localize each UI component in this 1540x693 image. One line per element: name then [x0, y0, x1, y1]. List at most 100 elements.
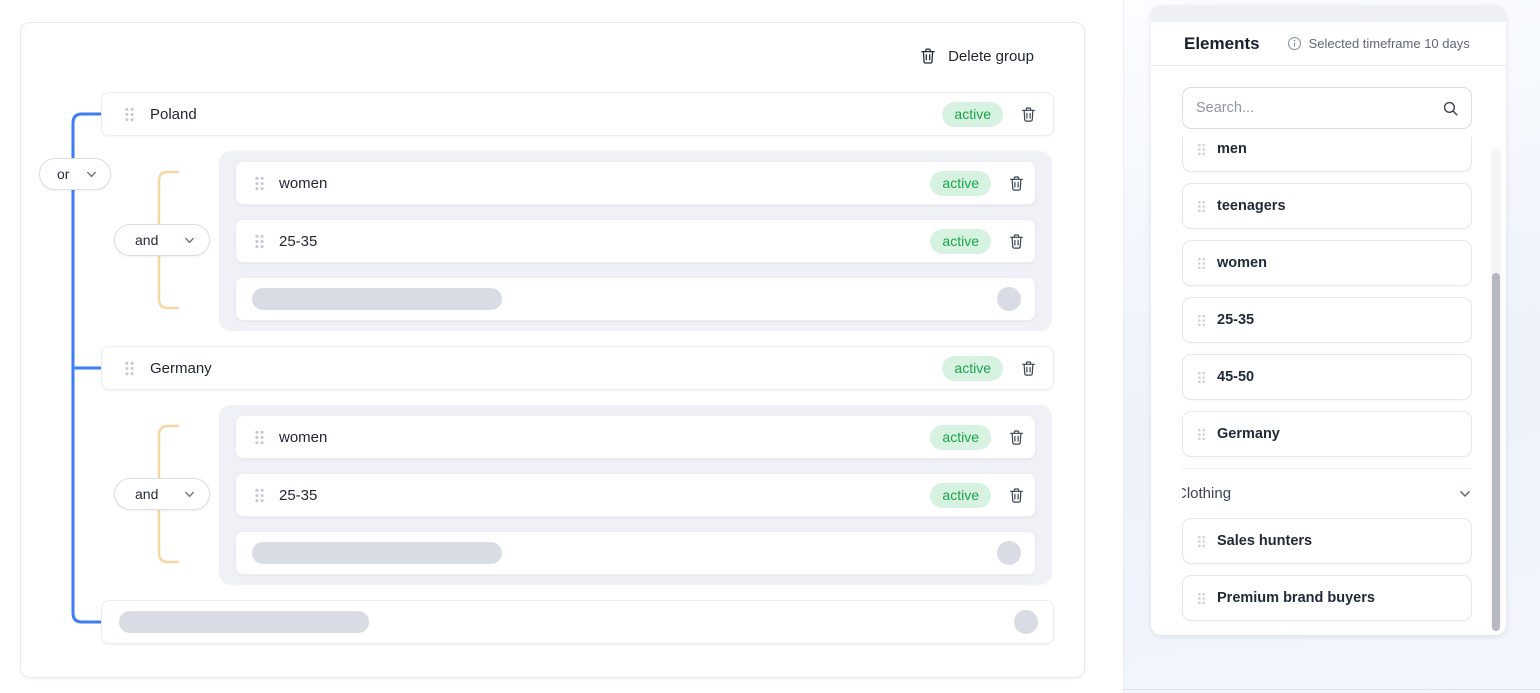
panel-title: Elements — [1184, 33, 1260, 53]
drag-handle-icon[interactable] — [1197, 535, 1206, 548]
trash-icon — [1020, 106, 1037, 123]
delete-group-button[interactable]: Delete group — [919, 47, 1034, 65]
element-label: Sales hunters — [1217, 533, 1313, 549]
element-item-germany[interactable]: Germany — [1182, 411, 1472, 457]
status-badge: active — [930, 170, 991, 196]
search-input[interactable] — [1182, 87, 1472, 129]
operator-label: or — [57, 166, 70, 182]
skeleton-drop-row[interactable] — [235, 277, 1036, 321]
condition-row-25-35[interactable]: 25-35 active — [235, 473, 1036, 517]
section-header-clothing[interactable]: Clothing — [1182, 469, 1472, 518]
delete-condition-button[interactable] — [1008, 429, 1025, 446]
section-label: Clothing — [1182, 485, 1232, 502]
section-divider — [1182, 468, 1472, 469]
element-item-45-50[interactable]: 45-50 — [1182, 354, 1472, 400]
skeleton-placeholder — [252, 288, 502, 310]
condition-row-poland[interactable]: Poland active — [101, 92, 1054, 136]
drag-handle-icon[interactable] — [254, 488, 265, 503]
delete-condition-button[interactable] — [1008, 487, 1025, 504]
trash-icon — [1008, 233, 1025, 250]
status-badge: active — [930, 482, 991, 508]
info-icon — [1287, 36, 1302, 51]
group-operator-dropdown[interactable]: and — [114, 478, 210, 510]
search-box — [1182, 87, 1472, 129]
chevron-down-icon — [85, 168, 98, 181]
skeleton-drop-row[interactable] — [235, 531, 1036, 575]
elements-card: Elements Selected timeframe 10 days men … — [1151, 5, 1506, 635]
element-item-premium-brand-buyers[interactable]: Premium brand buyers — [1182, 575, 1472, 621]
element-label: 45-50 — [1217, 369, 1255, 385]
drag-handle-icon[interactable] — [1197, 314, 1206, 327]
element-item-teenagers[interactable]: teenagers — [1182, 183, 1472, 229]
element-label: Germany — [1217, 426, 1280, 442]
element-item-sales-hunters[interactable]: Sales hunters — [1182, 518, 1472, 564]
drag-handle-icon[interactable] — [1197, 592, 1206, 605]
drag-handle-icon[interactable] — [1197, 257, 1206, 270]
drag-handle-icon[interactable] — [124, 361, 135, 376]
condition-label: 25-35 — [279, 232, 318, 250]
status-badge: active — [930, 424, 991, 450]
drag-handle-icon[interactable] — [254, 176, 265, 191]
elements-header: Elements Selected timeframe 10 days — [1151, 22, 1506, 66]
search-icon[interactable] — [1442, 100, 1459, 117]
drag-handle-icon[interactable] — [1197, 200, 1206, 213]
skeleton-placeholder-circle — [997, 541, 1021, 565]
status-badge: active — [942, 355, 1003, 381]
element-item-men[interactable]: men — [1182, 137, 1472, 172]
element-item-women[interactable]: women — [1182, 240, 1472, 286]
drag-handle-icon[interactable] — [254, 234, 265, 249]
elements-card-topbar — [1151, 5, 1506, 22]
or-connector-line — [71, 112, 101, 624]
trash-icon — [1008, 429, 1025, 446]
condition-label: women — [279, 174, 328, 192]
chevron-down-icon — [183, 488, 196, 501]
group-operator-dropdown[interactable]: and — [114, 224, 210, 256]
root-operator-dropdown[interactable]: or — [39, 158, 111, 190]
element-label: Premium brand buyers — [1217, 590, 1375, 606]
trash-icon — [1020, 360, 1037, 377]
elements-pane: Elements Selected timeframe 10 days men … — [1123, 0, 1540, 693]
condition-row-women[interactable]: women active — [235, 415, 1036, 459]
chevron-down-icon — [1458, 487, 1472, 501]
delete-condition-button[interactable] — [1020, 106, 1037, 123]
operator-label: and — [135, 232, 159, 248]
scrollbar-track[interactable] — [1491, 148, 1501, 631]
query-builder-card: Delete group or Poland active and women … — [20, 22, 1085, 678]
condition-subgroup: women active 25-35 active — [219, 151, 1052, 331]
drag-handle-icon[interactable] — [254, 430, 265, 445]
chevron-down-icon — [183, 234, 196, 247]
condition-label: women — [279, 428, 328, 446]
elements-list-viewport[interactable]: men teenagers women 25-35 45-50 — [1182, 137, 1472, 625]
condition-label: Germany — [150, 359, 212, 377]
delete-condition-button[interactable] — [1008, 233, 1025, 250]
skeleton-placeholder — [119, 611, 369, 633]
operator-label: and — [135, 486, 159, 502]
skeleton-placeholder — [252, 542, 502, 564]
delete-condition-button[interactable] — [1020, 360, 1037, 377]
delete-condition-button[interactable] — [1008, 175, 1025, 192]
delete-group-label: Delete group — [948, 47, 1034, 65]
element-label: women — [1217, 255, 1267, 271]
element-label: teenagers — [1217, 198, 1286, 214]
condition-label: 25-35 — [279, 486, 318, 504]
status-badge: active — [930, 228, 991, 254]
element-item-25-35[interactable]: 25-35 — [1182, 297, 1472, 343]
status-badge: active — [942, 101, 1003, 127]
skeleton-placeholder-circle — [997, 287, 1021, 311]
trash-icon — [919, 47, 937, 65]
condition-subgroup: women active 25-35 active — [219, 405, 1052, 585]
drag-handle-icon[interactable] — [1197, 428, 1206, 441]
drag-handle-icon[interactable] — [124, 107, 135, 122]
drag-handle-icon[interactable] — [1197, 143, 1206, 156]
timeframe-note: Selected timeframe 10 days — [1287, 36, 1470, 51]
condition-row-25-35[interactable]: 25-35 active — [235, 219, 1036, 263]
scrollbar-thumb[interactable] — [1492, 273, 1500, 631]
condition-row-women[interactable]: women active — [235, 161, 1036, 205]
timeframe-note-text: Selected timeframe 10 days — [1308, 36, 1470, 51]
drag-handle-icon[interactable] — [1197, 371, 1206, 384]
skeleton-drop-row[interactable] — [101, 600, 1054, 644]
element-label: men — [1217, 141, 1247, 157]
trash-icon — [1008, 175, 1025, 192]
condition-row-germany[interactable]: Germany active — [101, 346, 1054, 390]
trash-icon — [1008, 487, 1025, 504]
